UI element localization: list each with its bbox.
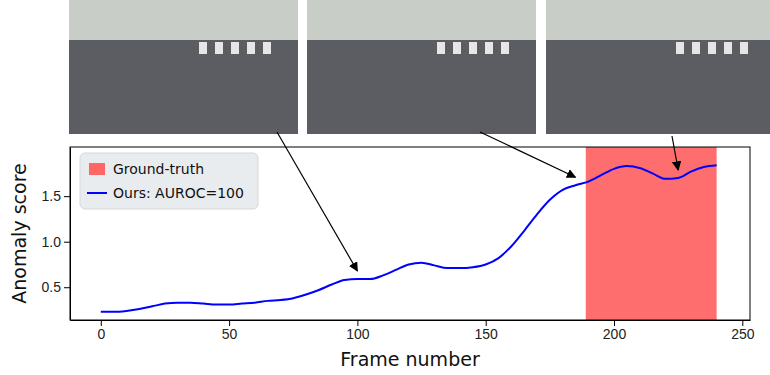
y-tick-mark xyxy=(64,242,70,243)
legend-swatch xyxy=(87,192,107,194)
photo-crosswalk xyxy=(469,42,477,54)
x-tick: 200 xyxy=(603,320,627,342)
y-axis-title: Anomaly score xyxy=(8,163,30,303)
photo xyxy=(546,0,770,134)
arrow xyxy=(480,132,576,177)
photo-sky xyxy=(307,0,536,40)
x-tick-label: 0 xyxy=(97,326,105,342)
legend-label: Ours: AUROC=100 xyxy=(113,185,244,201)
photo-crosswalk xyxy=(199,42,207,54)
photo-crosswalk xyxy=(485,42,493,54)
x-tick-label: 50 xyxy=(222,326,238,342)
x-tick: 0 xyxy=(97,320,105,342)
x-tick: 100 xyxy=(346,320,370,342)
y-axis: 0.5 1.0 1.5 xyxy=(42,148,71,321)
arrow xyxy=(277,132,357,271)
photo-bg xyxy=(69,0,298,134)
plot-area xyxy=(101,147,717,320)
x-axis-title: Frame number xyxy=(340,348,480,370)
x-tick: 150 xyxy=(475,320,499,342)
y-tick-label: 1.5 xyxy=(42,188,62,204)
x-tick-label: 250 xyxy=(731,326,755,342)
photo-crosswalk xyxy=(453,42,461,54)
series-line xyxy=(101,165,717,312)
x-tick-label: 100 xyxy=(346,326,370,342)
y-tick-label: 0.5 xyxy=(42,279,62,295)
photo-crosswalk xyxy=(437,42,445,54)
legend-box xyxy=(80,153,258,209)
photo-road xyxy=(69,40,298,134)
legend-label: Ground-truth xyxy=(113,161,204,177)
legend: Ground-truth Ours: AUROC=100 xyxy=(80,153,258,209)
photo-bg xyxy=(546,0,770,134)
y-tick: 0.5 xyxy=(42,279,70,295)
photo-crosswalk xyxy=(724,42,732,54)
x-tick: 250 xyxy=(731,320,755,342)
photo-crosswalk xyxy=(501,42,509,54)
photo-crosswalk xyxy=(740,42,748,54)
x-tick: 50 xyxy=(222,320,238,342)
photo-road xyxy=(546,40,770,134)
y-tick: 1.0 xyxy=(42,234,70,250)
photo-crosswalk xyxy=(247,42,255,54)
photo-crosswalk xyxy=(231,42,239,54)
photo-road xyxy=(307,40,536,134)
plot-frame xyxy=(70,147,750,320)
photo xyxy=(69,0,298,134)
photo-crosswalk xyxy=(708,42,716,54)
photo xyxy=(307,0,536,134)
photo-crosswalk xyxy=(263,42,271,54)
chart: 0 50 100 150 200 250 0.5 1.0 1.5 Frame number Anom… xyxy=(0,0,770,375)
y-axis-line xyxy=(70,148,71,321)
x-tick-label: 150 xyxy=(475,326,499,342)
x-tick-label: 200 xyxy=(603,326,627,342)
x-axis: 0 50 100 150 200 250 xyxy=(71,320,755,342)
photo-crosswalk xyxy=(215,42,223,54)
photo-crosswalk xyxy=(676,42,684,54)
y-tick-mark xyxy=(64,196,70,197)
arrow xyxy=(672,136,678,170)
y-tick: 1.5 xyxy=(42,188,70,204)
photo-crosswalk xyxy=(692,42,700,54)
legend-swatch xyxy=(89,163,105,175)
photo-sky xyxy=(69,0,298,40)
photo-sky xyxy=(546,0,770,40)
y-tick-label: 1.0 xyxy=(42,234,62,250)
x-axis-line xyxy=(71,320,751,321)
photo-bg xyxy=(307,0,536,134)
y-tick-mark xyxy=(64,287,70,288)
